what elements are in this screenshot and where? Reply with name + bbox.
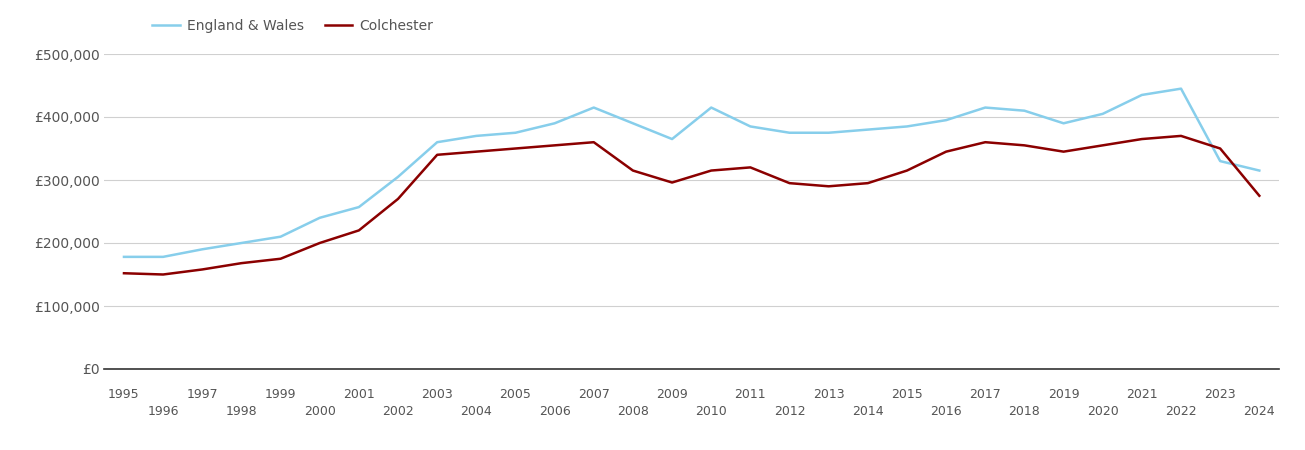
Colchester [1017,143,1032,148]
England & Wales [234,240,249,246]
England & Wales [1017,108,1032,113]
Text: 2004: 2004 [461,405,492,418]
Colchester [429,152,445,158]
England & Wales [703,105,719,110]
Colchester [821,184,837,189]
England & Wales [1251,168,1267,173]
England & Wales [390,174,406,180]
England & Wales [782,130,797,135]
Colchester [664,180,680,185]
Text: 2007: 2007 [578,388,609,401]
Text: 2021: 2021 [1126,388,1158,401]
Colchester [351,228,367,233]
Colchester [1056,149,1071,154]
Text: 2009: 2009 [656,388,688,401]
England & Wales [547,121,562,126]
England & Wales [468,133,484,139]
Text: 2018: 2018 [1009,405,1040,418]
Colchester [860,180,876,186]
Colchester [782,180,797,186]
Text: 1997: 1997 [187,388,218,401]
Text: 2005: 2005 [500,388,531,401]
England & Wales [508,130,523,135]
Colchester [155,272,171,277]
England & Wales [899,124,915,129]
England & Wales [821,130,837,135]
Colchester [1212,146,1228,151]
Colchester [1134,136,1150,142]
Text: 2006: 2006 [539,405,570,418]
Text: 2023: 2023 [1205,388,1236,401]
Colchester [116,270,132,276]
Text: 2017: 2017 [970,388,1001,401]
Colchester [1095,143,1111,148]
Line: Colchester: Colchester [124,136,1259,274]
Text: 1999: 1999 [265,388,296,401]
Colchester [938,149,954,154]
Text: 2015: 2015 [891,388,923,401]
Colchester [586,140,602,145]
Colchester [234,261,249,266]
Colchester [743,165,758,170]
Colchester [468,149,484,154]
Colchester [547,143,562,148]
Text: 1995: 1995 [108,388,140,401]
Text: 2003: 2003 [422,388,453,401]
Colchester [1251,193,1267,198]
Colchester [390,196,406,202]
Text: 2002: 2002 [382,405,414,418]
Text: 2010: 2010 [696,405,727,418]
England & Wales [664,136,680,142]
England & Wales [155,254,171,260]
England & Wales [743,124,758,129]
Colchester [703,168,719,173]
England & Wales [586,105,602,110]
England & Wales [1212,158,1228,164]
Text: 2012: 2012 [774,405,805,418]
Text: 2022: 2022 [1165,405,1197,418]
Text: 2024: 2024 [1244,405,1275,418]
Text: 2016: 2016 [930,405,962,418]
Colchester [194,267,210,272]
England & Wales [625,121,641,126]
Colchester [1173,133,1189,139]
Text: 1998: 1998 [226,405,257,418]
Text: 1996: 1996 [147,405,179,418]
Text: 2000: 2000 [304,405,335,418]
Text: 2008: 2008 [617,405,649,418]
Colchester [625,168,641,173]
Text: 2020: 2020 [1087,405,1118,418]
England & Wales [938,117,954,123]
Text: 2013: 2013 [813,388,844,401]
Line: England & Wales: England & Wales [124,89,1259,257]
England & Wales [116,254,132,260]
England & Wales [1134,92,1150,98]
England & Wales [273,234,288,239]
Colchester [312,240,328,246]
England & Wales [977,105,993,110]
Colchester [977,140,993,145]
Colchester [508,146,523,151]
Colchester [899,168,915,173]
Colchester [273,256,288,261]
England & Wales [429,140,445,145]
England & Wales [860,127,876,132]
England & Wales [312,215,328,220]
Legend: England & Wales, Colchester: England & Wales, Colchester [146,14,438,39]
England & Wales [1056,121,1071,126]
England & Wales [194,247,210,252]
Text: 2019: 2019 [1048,388,1079,401]
Text: 2014: 2014 [852,405,883,418]
England & Wales [351,204,367,210]
England & Wales [1173,86,1189,91]
Text: 2001: 2001 [343,388,375,401]
England & Wales [1095,111,1111,117]
Text: 2011: 2011 [735,388,766,401]
